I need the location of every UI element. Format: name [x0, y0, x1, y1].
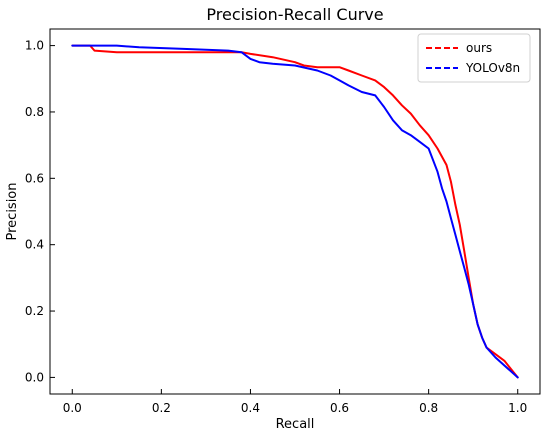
plot-area: 0.0 0.2 0.4 0.6 0.8 1.0 0.0 0.2 0.4 0.6 0.8 1.0	[25, 28, 541, 415]
y-tick-label: 0.4	[25, 238, 44, 252]
y-tick-label: 0.8	[25, 105, 44, 119]
x-axis-ticks: 0.0 0.2 0.4 0.6 0.8 1.0	[63, 389, 527, 415]
x-axis-label: Recall	[276, 417, 315, 432]
legend-box	[417, 33, 531, 83]
x-tick-label: 0.4	[241, 401, 260, 415]
x-tick-label: 0.6	[330, 401, 349, 415]
chart-title: Precision-Recall Curve	[206, 5, 383, 24]
legend: ours YOLOv8n	[417, 33, 531, 83]
y-axis-ticks: 0.0 0.2 0.4 0.6 0.8 1.0	[25, 39, 55, 384]
y-tick-label: 0.0	[25, 370, 44, 384]
x-tick-label: 0.0	[63, 401, 82, 415]
legend-label-ours: ours	[466, 41, 492, 55]
legend-label-yolov8n: YOLOv8n	[465, 61, 520, 75]
x-tick-label: 0.2	[152, 401, 171, 415]
y-tick-label: 0.6	[25, 171, 44, 185]
y-tick-label: 0.2	[25, 304, 44, 318]
y-axis-label: Precision	[5, 182, 20, 240]
y-tick-label: 1.0	[25, 39, 44, 53]
series-line-yolov8n	[71, 44, 519, 379]
series-line-ours	[71, 44, 519, 379]
plot-frame	[49, 28, 541, 395]
series-layer	[71, 44, 519, 379]
x-tick-label: 0.8	[419, 401, 438, 415]
x-tick-label: 1.0	[508, 401, 527, 415]
